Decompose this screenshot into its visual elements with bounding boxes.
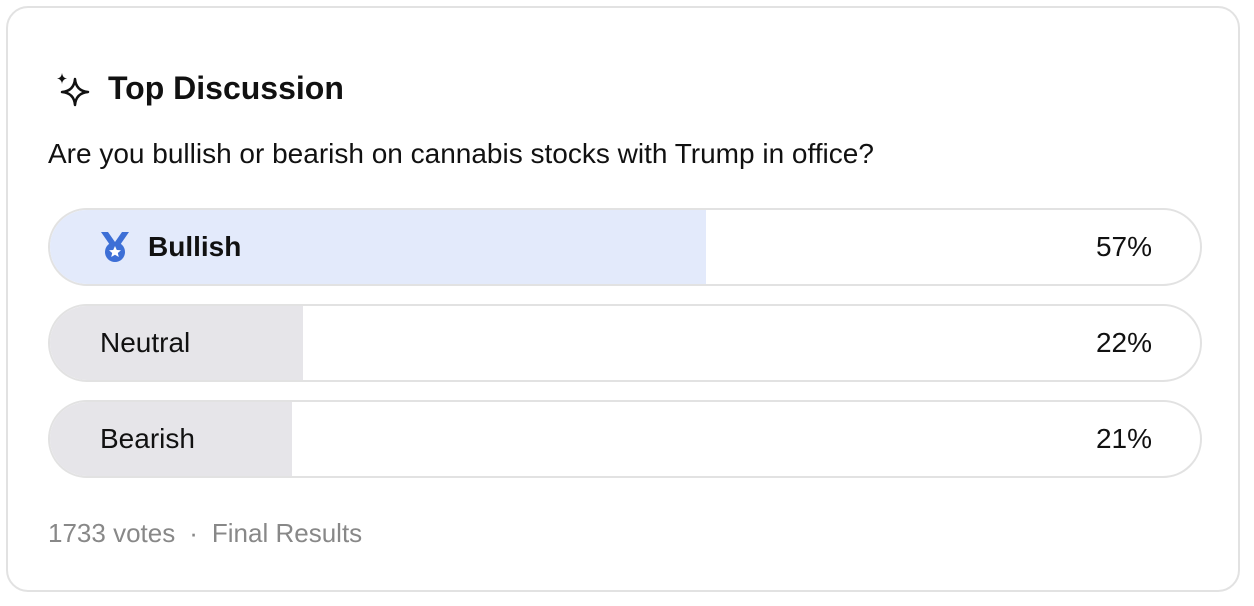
- poll-option: Bearish 21%: [48, 400, 1202, 478]
- poll-option: Neutral 22%: [48, 304, 1202, 382]
- option-percent: 21%: [1095, 423, 1152, 454]
- status: Final Results: [211, 518, 363, 548]
- result-bar: [50, 306, 303, 380]
- option-label: Bearish: [100, 423, 195, 454]
- result-bar: [50, 402, 292, 476]
- option-label-wrap: Bullish: [98, 210, 241, 284]
- poll-option: Bullish 57%: [48, 208, 1202, 286]
- poll-card: Top Discussion Are you bullish or bearis…: [6, 6, 1240, 592]
- option-label-wrap: Bearish: [100, 402, 195, 476]
- result-bar: [50, 210, 706, 284]
- question: Are you bullish or bearish on cannabis s…: [48, 138, 874, 169]
- option-label: Neutral: [100, 327, 191, 358]
- medal-icon: [101, 232, 129, 262]
- option-label-wrap: Neutral: [100, 306, 190, 380]
- option-percent: 57%: [1095, 231, 1152, 262]
- title: Top Discussion: [108, 70, 344, 106]
- footer: 1733 votes · Final Results: [48, 518, 362, 549]
- sparkle-icon: [57, 72, 90, 106]
- header: Top Discussion: [54, 70, 344, 107]
- vote-count: 1733 votes: [48, 518, 176, 548]
- separator: ·: [189, 518, 198, 548]
- option-percent: 22%: [1095, 327, 1152, 358]
- option-label: Bullish: [148, 231, 242, 262]
